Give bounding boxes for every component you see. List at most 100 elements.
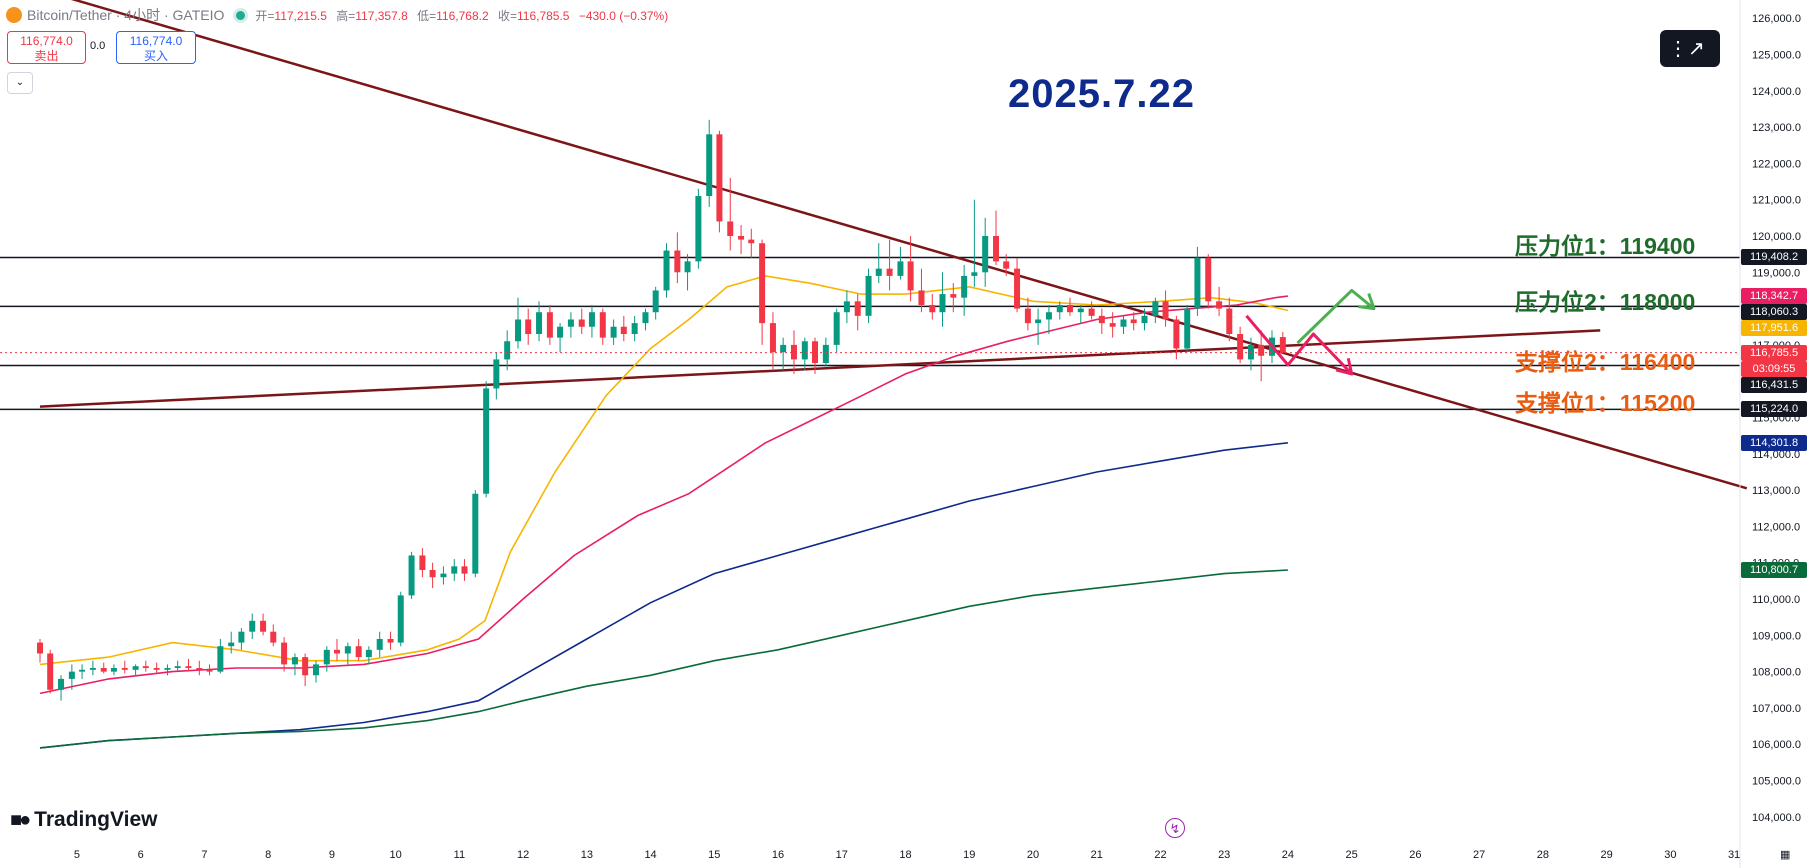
candle-body <box>620 326 627 334</box>
candle-body <box>663 250 670 291</box>
symbol-name[interactable]: Bitcoin/Tether <box>27 7 112 23</box>
drawing-tools-button[interactable]: ⋮↗ <box>1660 30 1720 67</box>
candle <box>344 642 351 665</box>
moving-average-line-2 <box>39 442 1288 749</box>
candle-body <box>451 566 458 574</box>
price-label: 114,301.8 <box>1741 434 1807 451</box>
candle <box>365 646 372 665</box>
candle <box>1141 308 1148 331</box>
candle-body <box>599 312 606 338</box>
candle-body <box>270 631 277 643</box>
candle-body <box>1173 319 1180 349</box>
candle <box>1120 315 1127 334</box>
candle-body <box>674 250 681 273</box>
candle <box>769 312 776 371</box>
candle <box>174 660 181 672</box>
date-tick-label: 31 <box>1728 849 1740 861</box>
candle-body <box>929 304 936 313</box>
candle <box>812 337 819 374</box>
date-tick-label: 21 <box>1091 849 1103 861</box>
candle <box>748 228 755 258</box>
resistance-level-2: 压力位2：118000 <box>1515 289 1696 315</box>
price-tick-label: 104,000.0 <box>1752 812 1801 824</box>
candle-body <box>684 261 691 273</box>
price-tick-label: 119,000.0 <box>1752 267 1800 279</box>
candle <box>801 337 808 371</box>
candle <box>121 660 128 674</box>
candle <box>1194 246 1201 316</box>
candle-body <box>206 669 213 672</box>
candle-body <box>1088 308 1095 316</box>
candle <box>1130 312 1137 331</box>
lightning-icon[interactable]: ↯ <box>1165 818 1185 838</box>
buy-button[interactable]: 116,774.0 买入 <box>116 31 196 64</box>
price-tick-label: 121,000.0 <box>1752 195 1801 207</box>
date-tick-label: 15 <box>708 849 720 861</box>
candle-body <box>238 631 245 643</box>
candle-body <box>939 294 946 313</box>
price-label: 115,224.0 <box>1741 401 1807 418</box>
date-tick-label: 17 <box>836 849 848 861</box>
date-tick-label: 29 <box>1600 849 1612 861</box>
candle-body <box>121 668 128 670</box>
candle-body <box>897 261 904 276</box>
candle-body <box>504 341 511 360</box>
candle <box>228 631 235 654</box>
candle <box>843 290 850 324</box>
candle <box>419 548 426 578</box>
price-label: 118,060.3 <box>1741 304 1807 321</box>
candle <box>1024 297 1031 331</box>
open-value: 117,215.5 <box>274 8 327 23</box>
chevron-down-icon[interactable]: ⌄ <box>7 72 33 94</box>
candle <box>387 631 394 650</box>
candle-body <box>365 649 372 658</box>
sell-label: 卖出 <box>34 49 59 63</box>
candle-body <box>738 235 745 240</box>
date-tick-label: 24 <box>1282 849 1294 861</box>
tradingview-logo[interactable]: ■● TradingView <box>10 808 158 832</box>
date-tick-label: 28 <box>1537 849 1549 861</box>
candle-body <box>536 312 543 334</box>
candle-body <box>982 235 989 273</box>
price-tick-label: 113,000.0 <box>1752 485 1800 497</box>
candle <box>929 294 936 320</box>
candle-body <box>822 344 829 364</box>
candle-body <box>1216 301 1223 309</box>
candle <box>897 246 904 280</box>
support-level-2: 支撑位2：116400 <box>1515 349 1696 375</box>
candle <box>971 199 978 287</box>
candle <box>1247 337 1254 371</box>
close-value: 116,785.5 <box>516 8 570 23</box>
candle-body <box>440 573 447 578</box>
candle <box>993 210 1000 266</box>
candle-body <box>695 196 702 262</box>
candle-body <box>142 666 149 668</box>
candle-body <box>397 595 404 643</box>
candle <box>217 638 224 674</box>
candle-body <box>89 668 96 670</box>
candle <box>515 297 522 349</box>
candle-body <box>291 657 298 665</box>
candle <box>822 337 829 367</box>
date-tick-label: 18 <box>899 849 911 861</box>
candle <box>620 315 627 342</box>
candle <box>281 637 288 672</box>
trendlines <box>39 0 1748 490</box>
candle <box>1184 304 1191 353</box>
candle-body <box>249 620 256 632</box>
candle <box>47 649 54 694</box>
candle-body <box>68 671 75 679</box>
sell-button[interactable]: 116,774.0 卖出 <box>7 31 86 64</box>
candle <box>727 177 734 251</box>
candle <box>302 653 309 687</box>
date-tick-label: 22 <box>1154 849 1166 861</box>
candle <box>716 130 723 233</box>
date-tick-label: 9 <box>329 849 335 861</box>
forecast-arrow-0 <box>1296 288 1375 345</box>
candle-body <box>950 294 957 298</box>
candle <box>429 562 436 589</box>
price-label: 117,951.6 <box>1741 320 1807 337</box>
interval-label[interactable]: 4小时 <box>124 7 161 23</box>
